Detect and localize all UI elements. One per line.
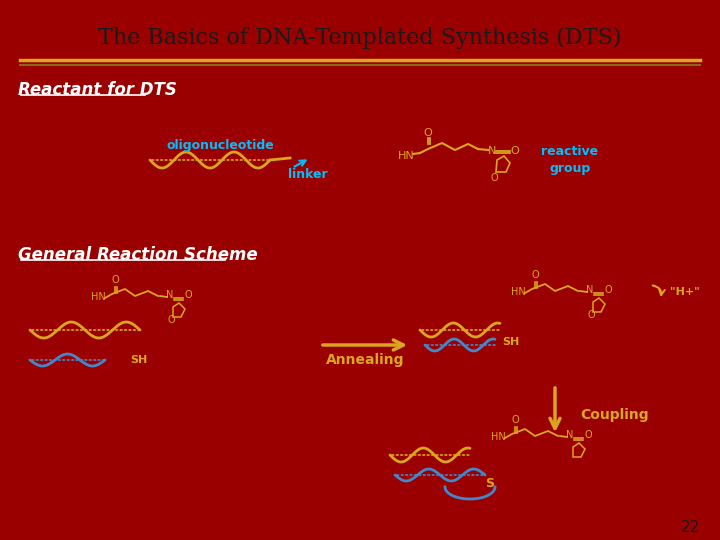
Text: O: O <box>490 173 498 183</box>
Text: O: O <box>604 285 612 295</box>
Text: N: N <box>586 285 594 295</box>
Text: O: O <box>588 310 595 320</box>
Text: O: O <box>167 315 175 325</box>
Text: HN: HN <box>490 432 505 442</box>
Text: SH: SH <box>130 355 148 365</box>
Text: reactive
group: reactive group <box>541 145 598 175</box>
Text: O: O <box>584 430 592 440</box>
Text: HN: HN <box>91 292 105 302</box>
Text: General Reaction Scheme: General Reaction Scheme <box>18 246 258 264</box>
Text: O: O <box>423 128 433 138</box>
Text: O: O <box>531 270 539 280</box>
Text: HN: HN <box>397 151 415 161</box>
Text: O: O <box>111 275 119 285</box>
Text: The Basics of DNA-Templated Synthesis (DTS): The Basics of DNA-Templated Synthesis (D… <box>98 27 622 49</box>
Text: Annealing: Annealing <box>325 353 404 367</box>
Text: N: N <box>567 430 574 440</box>
Text: O: O <box>511 415 519 425</box>
Text: Coupling: Coupling <box>581 408 649 422</box>
Text: O: O <box>184 290 192 300</box>
Text: N: N <box>166 290 174 300</box>
Text: linker: linker <box>288 168 328 181</box>
Text: O: O <box>510 146 519 156</box>
Text: HN: HN <box>510 287 526 297</box>
Text: S: S <box>485 477 494 490</box>
Text: N: N <box>488 146 496 156</box>
Text: SH: SH <box>502 337 519 347</box>
Text: oligonucleotide: oligonucleotide <box>166 138 274 152</box>
Text: 22: 22 <box>680 521 700 536</box>
Text: "H+": "H+" <box>670 287 700 297</box>
Text: Reactant for DTS: Reactant for DTS <box>18 81 177 99</box>
